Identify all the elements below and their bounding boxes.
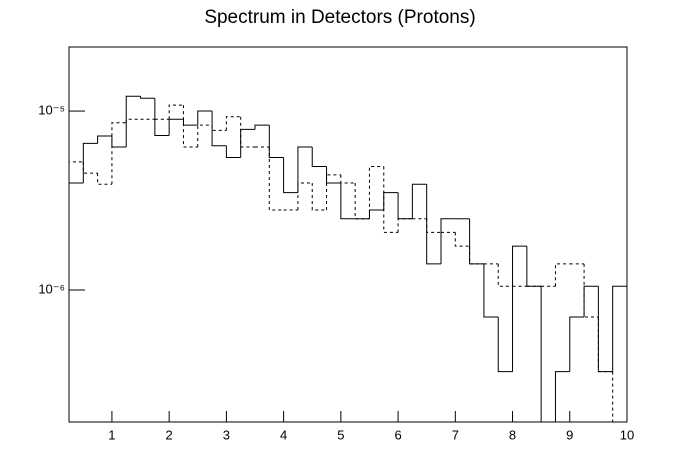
histogram-bin: [97, 173, 112, 185]
histogram-bin: [197, 124, 213, 147]
histogram-bin: [197, 110, 213, 126]
histogram-bin: [168, 118, 184, 136]
histogram-bin: [82, 142, 98, 184]
histogram-bin: [68, 182, 84, 422]
histogram-bin: [82, 161, 98, 174]
histogram-bin: [526, 246, 542, 287]
x-tick-label: 4: [280, 427, 287, 442]
histogram-bin: [140, 96, 155, 99]
histogram-bin: [397, 218, 413, 233]
plot-frame: [68, 46, 628, 423]
histogram-bin: [311, 146, 327, 167]
histogram-bin: [268, 146, 284, 211]
histogram-bin: [182, 119, 198, 126]
histogram-bin: [483, 263, 499, 318]
histogram-bin: [326, 174, 341, 210]
histogram-bin: [111, 122, 127, 185]
histogram-bin: [340, 174, 356, 184]
histogram-bin: [182, 105, 198, 148]
histogram-bin: [497, 263, 513, 287]
histogram-bin: [426, 218, 441, 233]
y-tick-label: 10⁻⁶: [38, 281, 65, 296]
histogram-bin: [297, 146, 313, 193]
histogram-bin: [540, 286, 556, 423]
histogram-bin: [111, 136, 127, 148]
histogram-bin: [612, 371, 627, 423]
histogram-bin: [297, 182, 313, 210]
histogram-bin: [554, 263, 570, 287]
histogram-bin: [268, 125, 284, 159]
x-tick-label: 3: [223, 427, 230, 442]
histogram-bin: [368, 165, 384, 219]
x-tick-label: 2: [166, 427, 173, 442]
histogram-bin: [512, 245, 527, 372]
x-tick-label: 8: [509, 427, 516, 442]
histogram-bin: [554, 371, 570, 422]
histogram-bin: [597, 316, 613, 373]
histogram-bin: [569, 316, 585, 372]
histogram-bin: [583, 285, 599, 317]
histogram-bin: [454, 232, 470, 247]
histogram-bin: [469, 218, 484, 265]
histogram-bin: [168, 104, 184, 120]
y-tick-label: 10⁻⁵: [38, 102, 65, 117]
histogram-bin: [211, 125, 227, 131]
histogram-bin: [383, 192, 399, 210]
histogram-bin: [225, 116, 241, 131]
x-tick-label: 7: [452, 427, 459, 442]
histogram-bin: [311, 183, 327, 211]
x-tick-label: 6: [394, 427, 401, 442]
histogram-bin: [368, 209, 384, 219]
histogram-bin: [240, 116, 255, 148]
histogram-bin: [211, 111, 227, 147]
histogram-bin: [240, 128, 255, 158]
x-tick-label: 5: [337, 427, 344, 442]
histogram-bin: [597, 286, 613, 373]
histogram-bin: [154, 98, 170, 137]
histogram-bin: [440, 218, 456, 264]
histogram-bin: [469, 246, 484, 265]
histogram-bin: [125, 95, 141, 147]
histogram-bin: [97, 135, 112, 144]
histogram-bin: [283, 157, 298, 194]
histogram-bin: [583, 263, 599, 318]
histogram-bin: [426, 184, 441, 265]
histogram-bin: [354, 183, 370, 220]
histogram-bin: [612, 285, 627, 372]
histogram-bin: [225, 145, 241, 159]
histogram-bin: [397, 192, 413, 220]
histogram-bin: [340, 183, 356, 220]
x-tick-label: 1: [108, 427, 115, 442]
chart-title: Spectrum in Detectors (Protons): [204, 7, 475, 28]
histogram-bin: [68, 161, 84, 422]
histogram-bin: [497, 316, 513, 373]
histogram-bin: [383, 166, 399, 233]
histogram-bin: [125, 118, 141, 123]
x-tick-label: 10: [620, 427, 634, 442]
histogram-bin: [254, 124, 270, 130]
x-tick-label: 9: [566, 427, 573, 442]
histogram-bin: [411, 183, 427, 219]
